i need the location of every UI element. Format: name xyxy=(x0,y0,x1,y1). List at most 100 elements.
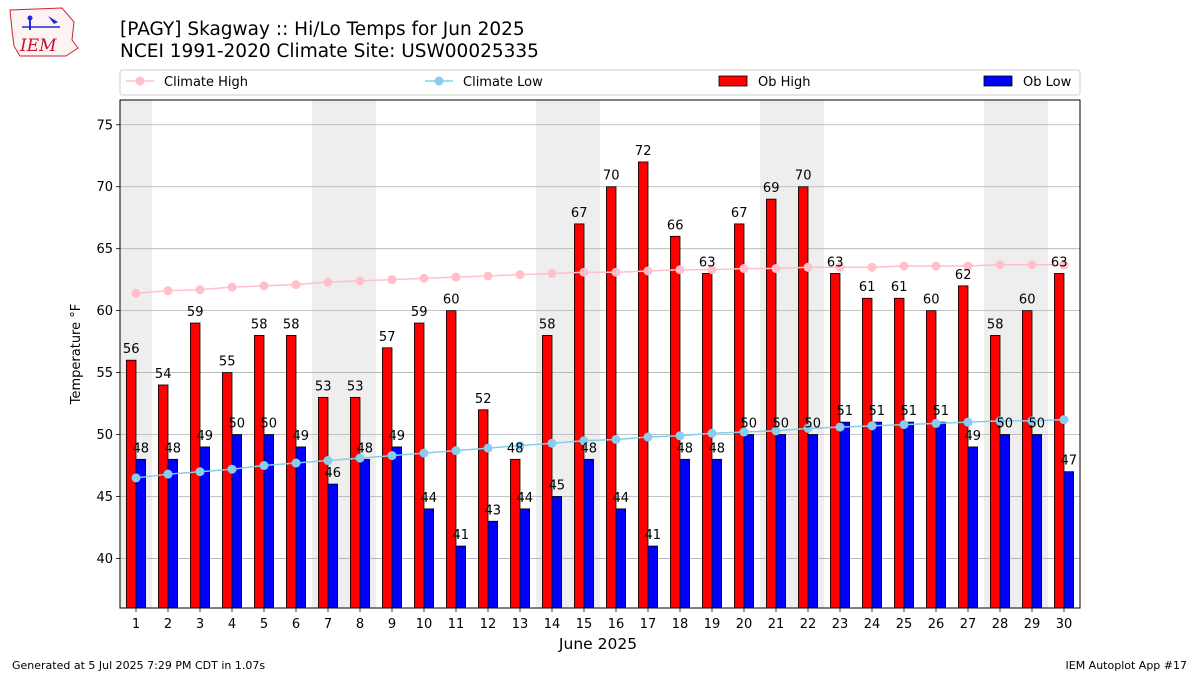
bar-ob-low-day-9 xyxy=(391,446,403,609)
data-label-ob-low-day-20: 50 xyxy=(741,417,758,432)
x-tick-label-11: 11 xyxy=(448,617,465,632)
data-label-ob-high-day-13: 48 xyxy=(507,441,524,456)
x-tick-label-29: 29 xyxy=(1024,617,1041,632)
data-label-ob-high-day-11: 60 xyxy=(443,293,460,308)
bar-ob-low-day-17 xyxy=(647,545,659,609)
bar-ob-high-day-3 xyxy=(189,322,201,609)
point-climate-high-day-5 xyxy=(259,281,269,291)
bar-ob-low-day-16 xyxy=(615,508,627,609)
data-label-ob-low-day-8: 48 xyxy=(357,441,374,456)
data-label-ob-low-day-19: 48 xyxy=(709,441,726,456)
point-climate-high-day-9 xyxy=(387,275,397,285)
bar-ob-high-day-6 xyxy=(285,335,297,609)
data-label-ob-low-day-30: 47 xyxy=(1061,454,1078,469)
data-label-ob-low-day-22: 50 xyxy=(805,417,822,432)
point-climate-low-day-19 xyxy=(707,428,717,438)
point-climate-high-day-4 xyxy=(227,282,237,292)
legend-item-climate-high: Climate High xyxy=(126,75,248,90)
data-label-ob-high-day-18: 66 xyxy=(667,218,684,233)
bar-ob-low-day-10 xyxy=(423,508,435,609)
bar-ob-high-day-4 xyxy=(221,372,233,609)
data-label-ob-high-day-24: 61 xyxy=(859,280,876,295)
point-climate-high-day-26 xyxy=(931,261,941,271)
x-tick-label-8: 8 xyxy=(356,617,364,632)
point-climate-high-day-21 xyxy=(771,264,781,274)
data-label-ob-high-day-7: 53 xyxy=(315,379,332,394)
x-tick-label-25: 25 xyxy=(896,617,913,632)
x-tick-label-1: 1 xyxy=(132,617,140,632)
bar-ob-low-day-22 xyxy=(807,434,819,609)
x-tick-label-2: 2 xyxy=(164,617,172,632)
point-climate-low-day-21 xyxy=(771,426,781,436)
data-label-ob-low-day-24: 51 xyxy=(869,404,886,419)
bar-ob-high-day-13 xyxy=(509,458,521,609)
point-climate-high-day-2 xyxy=(163,286,173,296)
point-climate-low-day-24 xyxy=(867,421,877,431)
bar-ob-low-day-27 xyxy=(967,446,979,609)
point-climate-high-day-22 xyxy=(803,262,813,272)
point-climate-low-day-22 xyxy=(803,423,813,433)
bar-ob-low-day-23 xyxy=(839,421,851,609)
bar-ob-low-day-8 xyxy=(359,458,371,609)
x-axis-label: June 2025 xyxy=(558,635,637,653)
data-label-ob-low-day-3: 49 xyxy=(197,429,214,444)
data-label-ob-low-day-29: 50 xyxy=(1029,417,1046,432)
bar-ob-high-day-22 xyxy=(798,186,809,609)
bar-ob-high-day-30 xyxy=(1054,273,1065,609)
data-label-ob-high-day-15: 67 xyxy=(571,206,588,221)
x-tick-label-20: 20 xyxy=(736,617,753,632)
data-label-ob-low-day-17: 41 xyxy=(645,528,662,543)
weekend-shading xyxy=(120,100,1048,608)
iem-logo-text: IEM xyxy=(19,36,57,56)
point-climate-high-day-23 xyxy=(835,262,845,272)
data-label-ob-high-day-26: 60 xyxy=(923,293,940,308)
y-tick-label-75: 75 xyxy=(96,118,113,133)
bar-ob-high-day-24 xyxy=(862,297,873,609)
plot-frame xyxy=(119,99,1081,609)
bar-ob-high-day-15 xyxy=(574,223,585,609)
x-tick-label-14: 14 xyxy=(544,617,561,632)
data-label-ob-low-day-6: 49 xyxy=(293,429,310,444)
bar-ob-high-day-5 xyxy=(253,335,265,609)
data-label-ob-high-day-14: 58 xyxy=(539,317,556,332)
legend-item-ob-high: Ob High xyxy=(718,75,811,90)
x-tick-label-9: 9 xyxy=(388,617,396,632)
x-tick-label-21: 21 xyxy=(768,617,785,632)
data-label-ob-high-day-8: 53 xyxy=(347,379,364,394)
footer-app-text: IEM Autoplot App #17 xyxy=(1065,659,1188,672)
bar-ob-low-day-5 xyxy=(263,434,275,609)
point-climate-low-day-18 xyxy=(675,431,685,441)
point-climate-low-day-2 xyxy=(163,469,173,479)
data-label-ob-high-day-17: 72 xyxy=(635,144,652,159)
data-label-ob-high-day-30: 63 xyxy=(1051,255,1068,270)
bar-value-labels: 56 48 54 48 59 49 55 50 58 50 58 49 53 46 53 48 57 49 59 44… xyxy=(123,144,1077,543)
data-label-ob-high-day-5: 58 xyxy=(251,317,268,332)
data-label-ob-low-day-12: 43 xyxy=(485,503,502,518)
point-climate-low-day-12 xyxy=(483,443,493,453)
point-climate-high-day-3 xyxy=(195,285,205,295)
bar-ob-high-day-14 xyxy=(542,335,553,609)
bar-ob-low-day-19 xyxy=(711,458,723,609)
point-climate-low-day-26 xyxy=(931,418,941,428)
bar-ob-low-day-20 xyxy=(743,434,755,609)
data-label-ob-high-day-20: 67 xyxy=(731,206,748,221)
point-climate-low-day-30 xyxy=(1059,415,1069,425)
x-tick-label-26: 26 xyxy=(928,617,945,632)
bar-ob-low-day-18 xyxy=(679,458,691,609)
x-tick-label-23: 23 xyxy=(832,617,849,632)
point-climate-high-day-30 xyxy=(1059,260,1069,270)
point-climate-high-day-17 xyxy=(643,266,653,276)
legend-label-climate-high: Climate High xyxy=(164,75,248,90)
data-label-ob-low-day-18: 48 xyxy=(677,441,694,456)
data-label-ob-high-day-3: 59 xyxy=(187,305,204,320)
bar-ob-low-day-21 xyxy=(775,434,787,609)
bar-ob-low-day-2 xyxy=(167,458,179,609)
point-climate-high-day-14 xyxy=(547,268,557,278)
y-tick-label-70: 70 xyxy=(96,180,113,195)
point-climate-high-day-15 xyxy=(579,267,589,277)
point-climate-high-day-24 xyxy=(867,262,877,272)
data-label-ob-high-day-6: 58 xyxy=(283,317,300,332)
bar-ob-low-day-4 xyxy=(231,434,243,609)
bar-ob-high-day-9 xyxy=(381,347,393,609)
